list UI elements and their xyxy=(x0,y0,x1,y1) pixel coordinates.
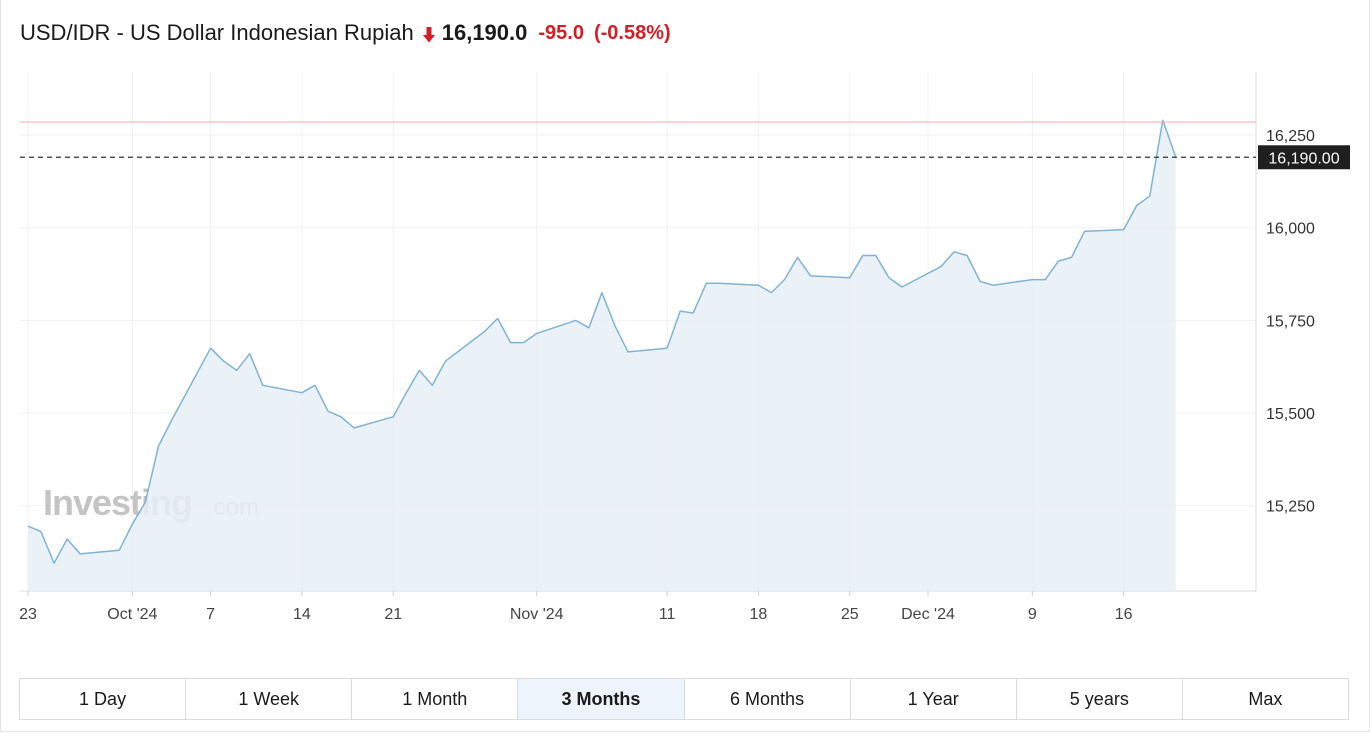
tab-label: 1 Day xyxy=(79,688,127,709)
y-tick-label: 15,750 xyxy=(1266,313,1315,330)
last-price-badge xyxy=(1258,145,1350,170)
tab-3-months[interactable]: 3 Months xyxy=(518,679,685,719)
timeframe-tabs: 1 Day 1 Week 1 Month 3 Months 6 Months 1 Year… xyxy=(19,678,1349,720)
series-line xyxy=(27,119,1177,564)
x-tick-label: 7 xyxy=(206,606,215,623)
x-tick-label: Oct '24 xyxy=(107,606,157,623)
x-tick-label: 21 xyxy=(384,606,402,623)
x-tick-label: 11 xyxy=(659,606,676,623)
tab-max[interactable]: Max xyxy=(1183,679,1348,719)
y-tick-label: 16,000 xyxy=(1266,221,1315,238)
tab-label: 3 Months xyxy=(561,688,641,709)
instrument-title: USD/IDR - US Dollar Indonesian Rupiah xyxy=(20,20,414,45)
price-chart[interactable]: 16,250 16,000 15,750 15,500 15,250 23 Oct '24 7… xyxy=(0,0,1370,660)
tab-label: 1 Week xyxy=(238,688,300,709)
arrow-down-icon xyxy=(422,24,436,43)
tab-6-months[interactable]: 6 Months xyxy=(685,679,851,719)
x-tick-label: 23 xyxy=(19,606,37,623)
x-tick-label: Nov '24 xyxy=(510,606,564,623)
y-tick-label: 16,250 xyxy=(1266,128,1315,145)
x-tick-label: 16 xyxy=(1115,606,1133,623)
price-change: -95.0 xyxy=(538,21,584,44)
y-tick-label: 15,500 xyxy=(1266,406,1315,423)
x-tick-label: 18 xyxy=(750,606,768,623)
x-tick-label: 25 xyxy=(841,606,859,623)
series-area xyxy=(28,120,1176,591)
x-tick-label: 9 xyxy=(1028,606,1037,623)
tab-label: 5 years xyxy=(1069,688,1129,709)
tab-5-years[interactable]: 5 years xyxy=(1017,679,1183,719)
tab-label: Max xyxy=(1248,688,1283,709)
tab-1-week[interactable]: 1 Week xyxy=(186,679,353,719)
tab-label: 6 Months xyxy=(730,688,805,709)
x-tick-label: 14 xyxy=(293,606,311,623)
tab-1-year[interactable]: 1 Year xyxy=(851,679,1017,719)
tab-label: 1 Month xyxy=(402,688,468,709)
tab-1-month[interactable]: 1 Month xyxy=(352,679,519,719)
tab-label: 1 Year xyxy=(907,688,959,709)
last-price-badge-label: 16,190.00 xyxy=(1268,150,1339,167)
x-tick-label: Dec '24 xyxy=(901,606,955,623)
tab-1-day[interactable]: 1 Day xyxy=(20,679,187,719)
instrument-header: USD/IDR - US Dollar Indonesian Rupiah 16… xyxy=(20,18,671,48)
last-price: 16,190.0 xyxy=(441,20,528,45)
price-change-percent: (-0.58%) xyxy=(593,21,671,44)
y-tick-label: 15,250 xyxy=(1266,499,1315,516)
